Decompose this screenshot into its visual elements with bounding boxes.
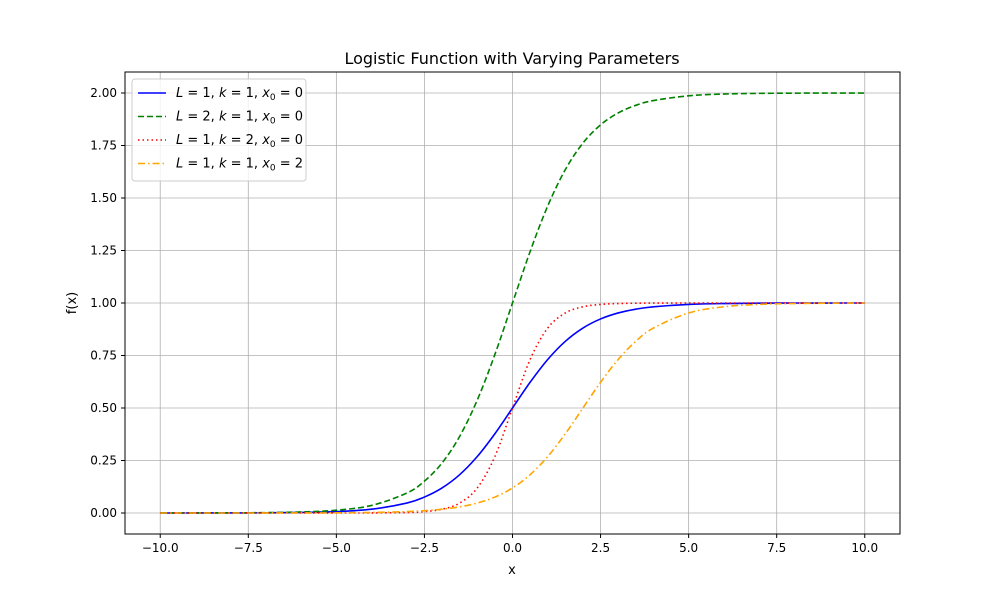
x-tick-label: 2.5	[591, 541, 610, 555]
x-tick-label: −7.5	[234, 541, 263, 555]
series-line-2	[160, 92, 865, 514]
chart-title: Logistic Function with Varying Parameter…	[344, 49, 679, 68]
x-axis-label: x	[508, 563, 516, 578]
x-tick-label: −5.0	[322, 541, 351, 555]
x-axis-ticks: −10.0 −7.5 −5.0 −2.5 0.0 2.5 5.0 7.5 10.0	[142, 534, 878, 555]
y-tick-label: 1.25	[90, 244, 117, 258]
series-line-4	[160, 302, 865, 514]
x-tick-label: −10.0	[142, 541, 179, 555]
series-lines	[160, 92, 865, 514]
x-tick-label: 7.5	[767, 541, 786, 555]
y-axis-ticks: 0.00 0.25 0.50 0.75 1.00 1.25 1.50 1.75 2.00	[90, 86, 125, 520]
y-axis-label: f(x)	[65, 292, 80, 314]
y-tick-label: 0.25	[90, 454, 117, 468]
x-tick-label: 10.0	[851, 541, 878, 555]
y-tick-label: 0.75	[90, 349, 117, 363]
legend-box	[131, 78, 307, 182]
series-line-1	[160, 302, 865, 514]
y-tick-label: 0.50	[90, 401, 117, 415]
legend-label: L = 1, k = 1, x0 = 0	[176, 86, 303, 103]
y-tick-label: 2.00	[90, 86, 117, 100]
x-tick-label: −2.5	[410, 541, 439, 555]
series-line-3	[160, 302, 865, 514]
legend: L = 1, k = 1, x0 = 0 L = 2, k = 1, x0 = 0…	[131, 78, 307, 182]
x-tick-label: 0.0	[503, 541, 522, 555]
y-tick-label: 1.50	[90, 191, 117, 205]
y-tick-label: 1.75	[90, 139, 117, 153]
y-tick-label: 0.00	[90, 506, 117, 520]
x-tick-label: 5.0	[679, 541, 698, 555]
y-tick-label: 1.00	[90, 296, 117, 310]
legend-label: L = 1, k = 1, x0 = 2	[176, 157, 303, 174]
legend-label: L = 1, k = 2, x0 = 0	[176, 133, 303, 150]
legend-label: L = 2, k = 1, x0 = 0	[176, 110, 303, 127]
